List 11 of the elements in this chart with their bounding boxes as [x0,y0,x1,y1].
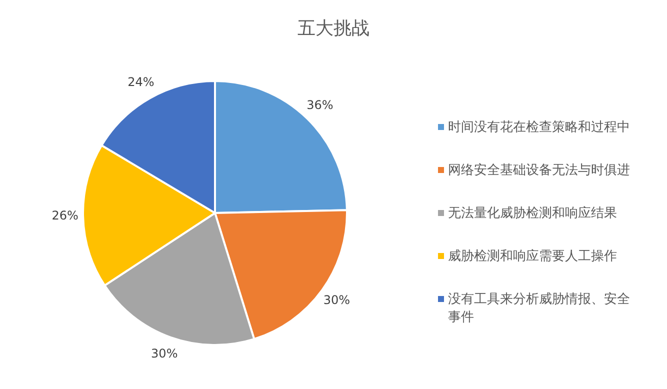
data-label: 30% [151,346,178,360]
chart-title: 五大挑战 [298,18,370,39]
legend-label: 威胁检测和响应需要人工操作 [448,248,617,264]
data-label: 24% [128,74,154,89]
legend-label: 无法量化威胁检测和响应结果 [448,204,617,221]
data-label: 30% [323,292,350,307]
data-label: 36% [306,98,334,112]
data-label: 26% [52,208,78,223]
legend-label: 网络安全基础设备无法与时俱进 [448,162,630,178]
legend-label: 时间没有花在检查策略和过程中 [448,120,630,135]
legend-label: 没有工具来分析威胁情报、安全事件 [448,290,630,325]
